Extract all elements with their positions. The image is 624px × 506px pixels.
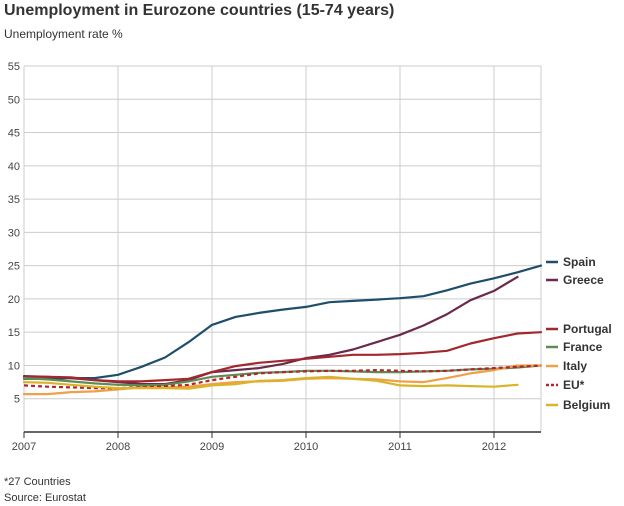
y-tick-label: 20 — [8, 294, 20, 306]
y-axis-label: Unemployment rate % — [4, 27, 123, 41]
y-tick-label: 50 — [8, 94, 20, 106]
legend-label-belgium: Belgium — [563, 398, 610, 412]
y-tick-labels: 5 10 15 20 25 30 35 40 45 50 55 — [8, 61, 20, 406]
y-tick-label: 10 — [8, 360, 20, 372]
series-line-portugal — [22, 331, 543, 383]
x-tick-label: 2008 — [106, 441, 130, 453]
series-line-belgium — [22, 375, 519, 390]
legend-label-italy: Italy — [563, 359, 587, 373]
grid — [23, 65, 542, 438]
y-tick-label: 40 — [8, 161, 20, 173]
series-lines — [22, 264, 543, 396]
series-line-spain — [22, 264, 543, 380]
legend: Spain Greece Portugal France Italy EU* Belgium — [546, 255, 612, 412]
y-tick-label: 55 — [8, 61, 20, 73]
series-line-greece — [22, 275, 519, 386]
x-tick-label: 2009 — [200, 441, 224, 453]
y-tick-label: 35 — [8, 194, 20, 206]
x-tick-label: 2007 — [12, 441, 36, 453]
x-tick-label: 2010 — [294, 441, 318, 453]
legend-label-france: France — [563, 340, 603, 354]
x-tick-label: 2011 — [388, 441, 412, 453]
x-tick-labels: 2007 2008 2009 2010 2011 2012 — [12, 441, 506, 453]
y-tick-label: 25 — [8, 261, 20, 273]
y-tick-label: 30 — [8, 227, 20, 239]
footnote: *27 Countries — [4, 476, 71, 488]
y-tick-label: 45 — [8, 128, 20, 140]
legend-label-portugal: Portugal — [563, 322, 612, 336]
y-tick-label: 5 — [14, 394, 20, 406]
legend-label-greece: Greece — [563, 273, 604, 287]
x-tick-label: 2012 — [482, 441, 506, 453]
chart-title: Unemployment in Eurozone countries (15-7… — [4, 2, 395, 19]
y-tick-label: 15 — [8, 327, 20, 339]
legend-label-spain: Spain — [563, 255, 596, 269]
source-note: Source: Eurostat — [4, 492, 86, 504]
legend-label-eu: EU* — [563, 378, 585, 392]
